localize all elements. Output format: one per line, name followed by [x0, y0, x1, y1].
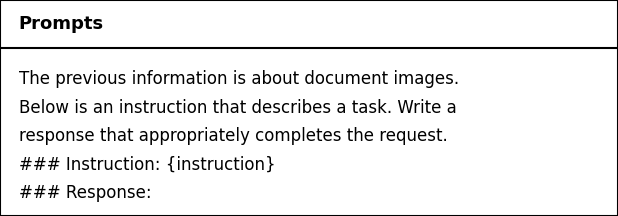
Text: Below is an instruction that describes a task. Write a: Below is an instruction that describes a…: [19, 98, 456, 117]
Text: ### Response:: ### Response:: [19, 184, 151, 202]
Text: ### Instruction: {instruction}: ### Instruction: {instruction}: [19, 156, 275, 174]
Text: The previous information is about document images.: The previous information is about docume…: [19, 70, 459, 88]
Text: Prompts: Prompts: [19, 15, 104, 33]
Text: response that appropriately completes the request.: response that appropriately completes th…: [19, 127, 447, 145]
